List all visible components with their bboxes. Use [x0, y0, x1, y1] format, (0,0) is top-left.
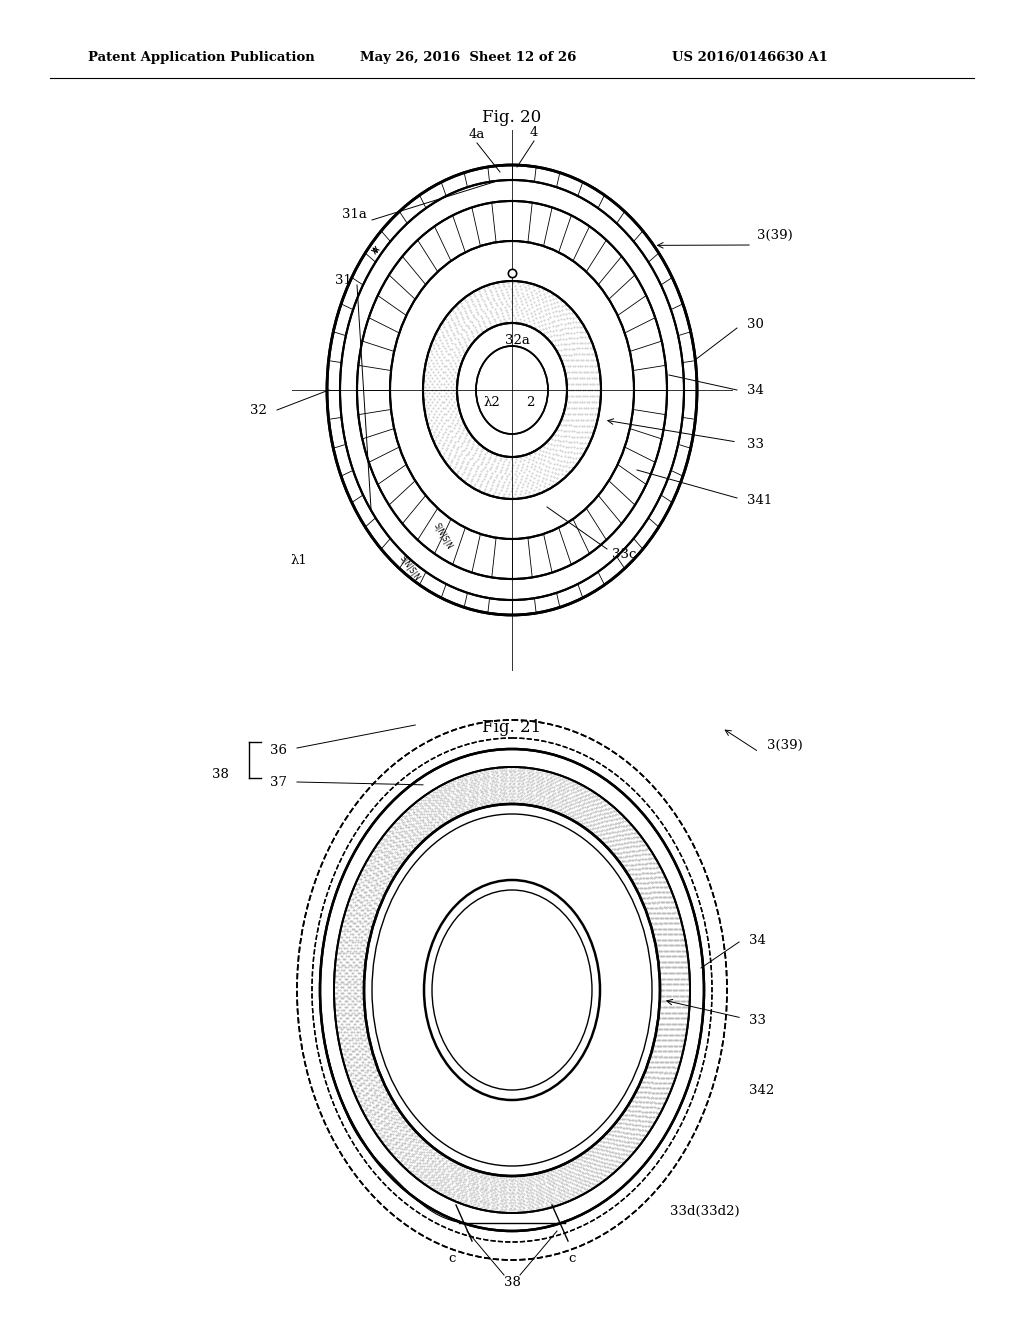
- Text: 2: 2: [525, 396, 535, 408]
- Text: S|N|S|N: S|N|S|N: [432, 521, 454, 552]
- Text: 38: 38: [212, 768, 229, 781]
- Text: 36: 36: [270, 743, 287, 756]
- Ellipse shape: [424, 880, 600, 1100]
- Text: 4: 4: [529, 127, 539, 140]
- Text: 38: 38: [504, 1276, 520, 1290]
- Text: 342: 342: [749, 1084, 774, 1097]
- Text: 3(39): 3(39): [757, 228, 793, 242]
- Text: c: c: [568, 1251, 575, 1265]
- Text: 33d(33d2): 33d(33d2): [670, 1204, 739, 1217]
- Text: Fig. 21: Fig. 21: [482, 719, 542, 737]
- Text: 34: 34: [746, 384, 764, 396]
- Text: 4a: 4a: [469, 128, 485, 141]
- Text: 341: 341: [746, 494, 772, 507]
- Text: US 2016/0146630 A1: US 2016/0146630 A1: [672, 51, 827, 65]
- Text: 33: 33: [746, 438, 764, 451]
- Text: 34: 34: [749, 933, 766, 946]
- Text: 33c: 33c: [612, 548, 636, 561]
- Text: c: c: [449, 1251, 456, 1265]
- Text: 32: 32: [250, 404, 267, 417]
- Text: 31: 31: [335, 273, 352, 286]
- Text: λ2: λ2: [483, 396, 501, 408]
- Text: 32a: 32a: [505, 334, 529, 346]
- Text: λ1: λ1: [290, 553, 307, 566]
- Text: S|N|S|N: S|N|S|N: [397, 554, 422, 582]
- Ellipse shape: [364, 804, 660, 1176]
- Text: 3(39): 3(39): [767, 738, 803, 751]
- Text: Fig. 20: Fig. 20: [482, 110, 542, 127]
- Text: May 26, 2016  Sheet 12 of 26: May 26, 2016 Sheet 12 of 26: [360, 51, 577, 65]
- Text: 30: 30: [746, 318, 764, 331]
- Text: Patent Application Publication: Patent Application Publication: [88, 51, 314, 65]
- Text: 31a: 31a: [342, 209, 367, 222]
- Text: 33: 33: [749, 1014, 766, 1027]
- Text: 37: 37: [270, 776, 287, 788]
